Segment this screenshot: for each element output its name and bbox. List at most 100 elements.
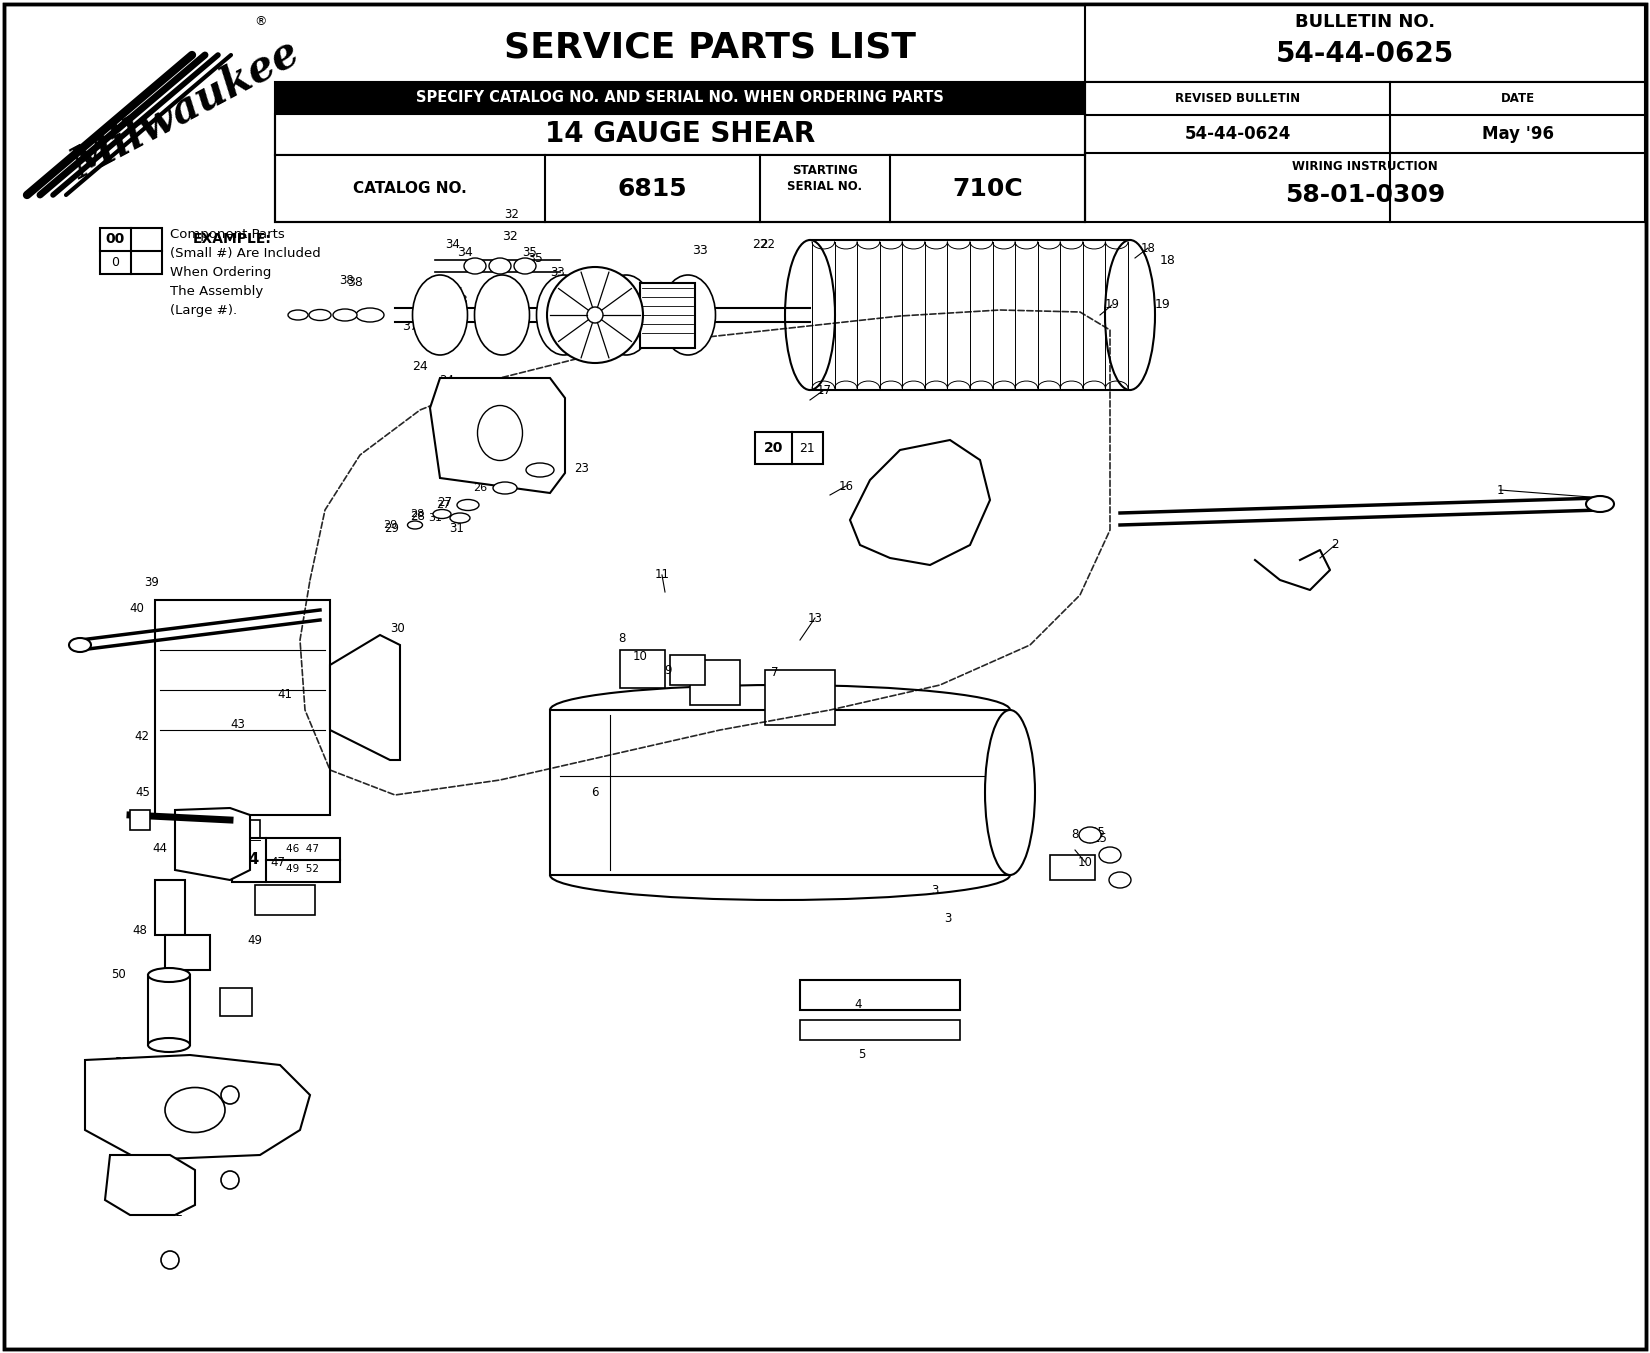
Text: 32: 32 [502,230,518,242]
Bar [148,976,190,1045]
Text: 29: 29 [384,521,399,534]
Text: 17: 17 [817,383,832,396]
Bar [233,838,340,882]
Text: 8: 8 [1071,828,1079,842]
Text: 19: 19 [1104,299,1119,311]
Text: 24: 24 [439,373,454,387]
Ellipse shape [408,521,422,529]
Ellipse shape [69,639,91,652]
Bar [256,885,315,915]
Text: 51: 51 [114,1055,129,1069]
Text: 35: 35 [526,252,543,264]
Text: CATALOG NO.: CATALOG NO. [353,181,467,196]
Bar [276,156,1086,222]
Text: 00: 00 [106,231,125,246]
Text: 18: 18 [1160,253,1176,267]
Bar [800,980,960,1009]
Text: 710C: 710C [952,176,1023,200]
Text: 22: 22 [761,238,776,250]
Text: 19: 19 [1155,299,1172,311]
Text: 2: 2 [1332,538,1338,552]
Bar [1086,83,1645,222]
Bar [766,670,835,725]
Bar [219,988,252,1016]
Ellipse shape [475,275,530,354]
Ellipse shape [536,275,591,354]
Ellipse shape [289,310,309,321]
Ellipse shape [148,967,190,982]
Text: 25: 25 [531,446,546,460]
Text: STARTING
SERIAL NO.: STARTING SERIAL NO. [787,164,863,193]
Ellipse shape [165,1088,224,1132]
Ellipse shape [450,513,470,524]
Text: 37: 37 [422,315,437,329]
Text: 50: 50 [111,969,125,981]
Bar [670,655,705,685]
Text: 1: 1 [1497,483,1503,497]
Text: 3: 3 [931,884,939,897]
Text: 45: 45 [135,786,150,800]
Ellipse shape [1079,827,1101,843]
Ellipse shape [526,463,554,478]
Text: 41: 41 [277,689,292,701]
Text: 7: 7 [771,666,779,678]
Text: 28: 28 [409,509,424,520]
Ellipse shape [432,510,450,518]
Ellipse shape [599,275,653,354]
Text: 27: 27 [437,497,452,510]
Text: 49: 49 [248,934,262,947]
Text: 33: 33 [551,267,566,280]
Bar [549,710,1010,875]
Bar [810,239,1130,390]
Text: 21: 21 [799,441,815,455]
Ellipse shape [515,258,536,275]
Ellipse shape [1099,847,1120,863]
Bar [155,599,330,815]
Text: 33: 33 [691,244,708,257]
Ellipse shape [309,310,332,321]
Text: 13: 13 [807,612,822,625]
Text: 29: 29 [383,520,398,530]
Text: 28: 28 [411,510,426,522]
Text: 26: 26 [498,475,513,488]
Ellipse shape [785,239,835,390]
Polygon shape [175,808,251,879]
Text: 25: 25 [508,465,521,475]
Bar [1049,855,1096,879]
Text: 3: 3 [944,912,952,924]
Bar [101,229,162,275]
Text: 11: 11 [655,568,670,582]
Text: 38: 38 [340,273,355,287]
Bar [800,1020,960,1040]
Ellipse shape [493,482,516,494]
Text: 14: 14 [231,1089,246,1101]
Text: 26: 26 [474,483,487,492]
Text: SERVICE PARTS LIST: SERVICE PARTS LIST [503,31,916,65]
Text: 40: 40 [130,602,145,614]
Text: 14 GAUGE SHEAR: 14 GAUGE SHEAR [544,120,815,149]
Text: 46  47: 46 47 [287,844,320,854]
Ellipse shape [477,406,523,460]
Bar [205,820,261,861]
Text: REVISED BULLETIN: REVISED BULLETIN [1175,92,1300,106]
Ellipse shape [356,308,384,322]
Text: 49  52: 49 52 [287,865,320,874]
Text: 42: 42 [135,729,150,743]
Text: 54: 54 [238,852,259,867]
Ellipse shape [1109,871,1130,888]
Text: 54-44-0625: 54-44-0625 [1275,41,1454,68]
Ellipse shape [464,258,487,275]
Text: 6: 6 [591,786,599,800]
Text: Component Parts
(Small #) Are Included
When Ordering
The Assembly
(Large #).: Component Parts (Small #) Are Included W… [170,229,320,317]
Bar [620,649,665,687]
Bar [276,114,1086,156]
Bar [756,432,823,464]
Text: 30: 30 [391,621,406,635]
Text: 43: 43 [231,717,246,731]
Text: 0: 0 [111,256,119,268]
Text: 16: 16 [838,479,853,492]
Text: 20: 20 [764,441,784,455]
Text: 54-44-0624: 54-44-0624 [1185,124,1290,143]
Ellipse shape [333,308,356,321]
Text: 10: 10 [632,649,647,663]
